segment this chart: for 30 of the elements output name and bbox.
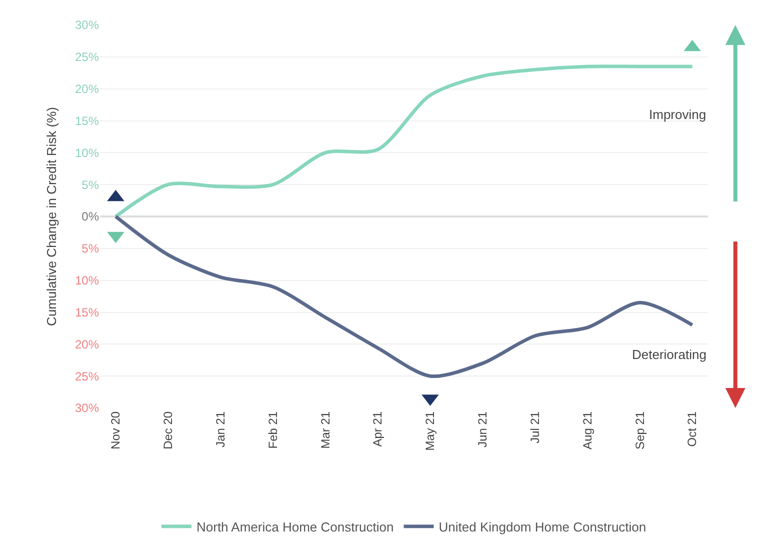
x-tick-label: Jan 21 <box>213 411 228 448</box>
y-tick-label: 25% <box>74 369 100 384</box>
y-tick-label: 0% <box>82 210 100 224</box>
y-tick-label: 25% <box>74 50 100 64</box>
legend-label: North America Home Construction <box>196 519 394 534</box>
x-tick-label: Jun 21 <box>476 411 490 448</box>
annotation: Deteriorating <box>632 347 706 362</box>
x-tick-label: Sep 21 <box>632 411 647 450</box>
x-tick-label: Jul 21 <box>528 411 542 444</box>
x-tick-label: Dec 20 <box>161 411 176 450</box>
x-tick-label: Nov 20 <box>108 411 123 450</box>
y-tick-label: 10% <box>74 274 100 288</box>
x-tick-label: Mar 21 <box>318 411 332 449</box>
y-tick-label: 5% <box>82 178 100 192</box>
y-axis-title: Cumulative Change in Credit Risk (%) <box>44 107 59 326</box>
y-tick-label: 5% <box>82 242 100 256</box>
y-tick-label: 20% <box>74 337 100 352</box>
x-tick-label: Aug 21 <box>580 411 594 450</box>
y-tick-label: 30% <box>74 18 100 32</box>
y-tick-label: 30% <box>74 401 100 416</box>
y-tick-label: 15% <box>74 114 100 128</box>
y-tick-label: 15% <box>74 305 100 320</box>
x-tick-label: Feb 21 <box>266 411 280 449</box>
x-tick-label: Apr 21 <box>370 411 385 447</box>
annotation: Improving <box>649 107 706 122</box>
y-tick-label: 10% <box>74 146 100 160</box>
legend-label: United Kingdom Home Construction <box>438 519 646 534</box>
y-tick-label: 20% <box>74 82 100 96</box>
x-tick-label: May 21 <box>423 411 438 451</box>
x-tick-label: Oct 21 <box>685 411 700 447</box>
